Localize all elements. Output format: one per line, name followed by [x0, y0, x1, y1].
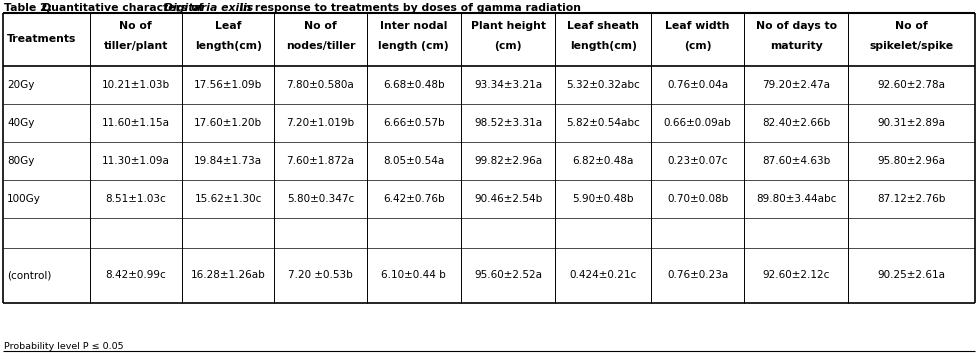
Text: 0.76±0.23a: 0.76±0.23a: [666, 270, 728, 280]
Text: 7.80±0.580a: 7.80±0.580a: [286, 80, 354, 90]
Text: 6.82±0.48a: 6.82±0.48a: [573, 156, 633, 166]
Text: 0.66±0.09ab: 0.66±0.09ab: [663, 118, 731, 128]
Text: Treatments: Treatments: [7, 35, 76, 44]
Text: 11.30±1.09a: 11.30±1.09a: [102, 156, 169, 166]
Text: 79.20±2.47a: 79.20±2.47a: [761, 80, 829, 90]
Text: 6.66±0.57b: 6.66±0.57b: [383, 118, 445, 128]
Text: Plant height: Plant height: [470, 21, 545, 31]
Text: 90.46±2.54b: 90.46±2.54b: [474, 194, 541, 204]
Text: 8.51±1.03c: 8.51±1.03c: [106, 194, 166, 204]
Text: 93.34±3.21a: 93.34±3.21a: [474, 80, 541, 90]
Text: Quantitative characters of: Quantitative characters of: [42, 3, 207, 13]
Text: 87.12±2.76b: 87.12±2.76b: [876, 194, 945, 204]
Text: 95.80±2.96a: 95.80±2.96a: [876, 156, 945, 166]
Text: 80Gy: 80Gy: [7, 156, 34, 166]
Text: length(cm): length(cm): [570, 41, 636, 51]
Text: (cm): (cm): [493, 41, 522, 51]
Text: 0.70±0.08b: 0.70±0.08b: [666, 194, 728, 204]
Text: 40Gy: 40Gy: [7, 118, 34, 128]
Text: 7.60±1.872a: 7.60±1.872a: [286, 156, 354, 166]
Text: 95.60±2.52a: 95.60±2.52a: [474, 270, 541, 280]
Text: Leaf width: Leaf width: [664, 21, 729, 31]
Text: 17.56±1.09b: 17.56±1.09b: [193, 80, 262, 90]
Text: 100Gy: 100Gy: [7, 194, 41, 204]
Text: No of: No of: [119, 21, 152, 31]
Text: 82.40±2.66b: 82.40±2.66b: [761, 118, 829, 128]
Text: Digitaria exilis: Digitaria exilis: [164, 3, 253, 13]
Text: 0.23±0.07c: 0.23±0.07c: [666, 156, 727, 166]
Text: No of days to: No of days to: [755, 21, 835, 31]
Text: length (cm): length (cm): [378, 41, 448, 51]
Text: No of: No of: [894, 21, 927, 31]
Text: 5.32±0.32abc: 5.32±0.32abc: [566, 80, 640, 90]
Text: 98.52±3.31a: 98.52±3.31a: [474, 118, 541, 128]
Text: 11.60±1.15a: 11.60±1.15a: [102, 118, 170, 128]
Text: length(cm): length(cm): [194, 41, 261, 51]
Text: spikelet/spike: spikelet/spike: [869, 41, 953, 51]
Text: 99.82±2.96a: 99.82±2.96a: [474, 156, 541, 166]
Text: (cm): (cm): [683, 41, 710, 51]
Text: 7.20±1.019b: 7.20±1.019b: [286, 118, 355, 128]
Text: 5.82±0.54abc: 5.82±0.54abc: [566, 118, 640, 128]
Text: 8.42±0.99c: 8.42±0.99c: [106, 270, 166, 280]
Text: 90.25±2.61a: 90.25±2.61a: [876, 270, 945, 280]
Text: 90.31±2.89a: 90.31±2.89a: [876, 118, 945, 128]
Text: 6.10±0.44 b: 6.10±0.44 b: [381, 270, 446, 280]
Text: in response to treatments by doses of gamma radiation: in response to treatments by doses of ga…: [235, 3, 580, 13]
Text: 87.60±4.63b: 87.60±4.63b: [761, 156, 829, 166]
Text: No of: No of: [304, 21, 336, 31]
Text: 8.05±0.54a: 8.05±0.54a: [383, 156, 444, 166]
Text: 6.68±0.48b: 6.68±0.48b: [383, 80, 445, 90]
Text: 92.60±2.12c: 92.60±2.12c: [762, 270, 828, 280]
Text: 6.42±0.76b: 6.42±0.76b: [383, 194, 445, 204]
Text: tiller/plant: tiller/plant: [104, 41, 168, 51]
Text: Probability level P ≤ 0.05: Probability level P ≤ 0.05: [4, 342, 123, 351]
Text: nodes/tiller: nodes/tiller: [285, 41, 355, 51]
Text: Leaf: Leaf: [215, 21, 241, 31]
Text: (control): (control): [7, 270, 52, 280]
Text: Table 2:: Table 2:: [4, 3, 56, 13]
Text: maturity: maturity: [769, 41, 822, 51]
Text: 15.62±1.30c: 15.62±1.30c: [194, 194, 262, 204]
Text: 19.84±1.73a: 19.84±1.73a: [193, 156, 262, 166]
Text: 10.21±1.03b: 10.21±1.03b: [102, 80, 170, 90]
Text: Leaf sheath: Leaf sheath: [567, 21, 639, 31]
Text: Inter nodal: Inter nodal: [380, 21, 447, 31]
Text: 16.28±1.26ab: 16.28±1.26ab: [191, 270, 265, 280]
Text: 0.76±0.04a: 0.76±0.04a: [666, 80, 728, 90]
Text: 17.60±1.20b: 17.60±1.20b: [193, 118, 262, 128]
Text: 89.80±3.44abc: 89.80±3.44abc: [755, 194, 835, 204]
Text: 20Gy: 20Gy: [7, 80, 34, 90]
Text: 7.20 ±0.53b: 7.20 ±0.53b: [288, 270, 353, 280]
Text: 5.90±0.48b: 5.90±0.48b: [572, 194, 633, 204]
Text: 92.60±2.78a: 92.60±2.78a: [876, 80, 945, 90]
Text: 0.424±0.21c: 0.424±0.21c: [570, 270, 636, 280]
Text: 5.80±0.347c: 5.80±0.347c: [286, 194, 354, 204]
